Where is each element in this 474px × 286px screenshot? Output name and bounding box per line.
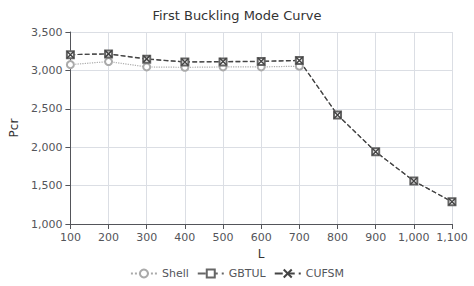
svg-text:1,500: 1,500: [31, 179, 63, 192]
svg-text:600: 600: [251, 231, 272, 244]
svg-text:1,000: 1,000: [31, 218, 63, 231]
svg-text:First Buckling Mode Curve: First Buckling Mode Curve: [152, 8, 321, 23]
svg-text:900: 900: [365, 231, 386, 244]
svg-text:1,000: 1,000: [398, 231, 430, 244]
svg-text:800: 800: [327, 231, 348, 244]
svg-text:3,500: 3,500: [31, 26, 63, 39]
svg-text:300: 300: [136, 231, 157, 244]
svg-text:1,100: 1,100: [436, 231, 468, 244]
svg-text:200: 200: [98, 231, 119, 244]
svg-text:100: 100: [60, 231, 81, 244]
svg-text:700: 700: [289, 231, 310, 244]
svg-text:400: 400: [174, 231, 195, 244]
svg-text:3,000: 3,000: [31, 64, 63, 77]
svg-text:2,500: 2,500: [31, 102, 63, 115]
svg-text:Pcr: Pcr: [7, 119, 21, 138]
svg-text:CUFSM: CUFSM: [306, 267, 344, 280]
svg-text:L: L: [258, 247, 265, 261]
svg-text:500: 500: [213, 231, 234, 244]
svg-text:GBTUL: GBTUL: [229, 267, 267, 280]
svg-text:2,000: 2,000: [31, 141, 63, 154]
svg-text:Shell: Shell: [162, 267, 189, 280]
